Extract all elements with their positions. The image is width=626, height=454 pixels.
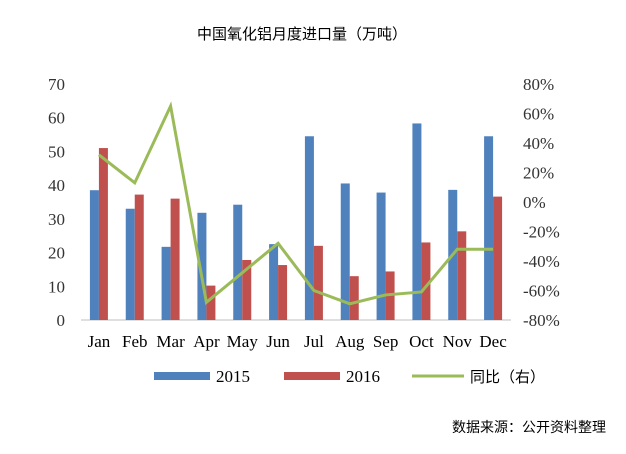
bar-2016-Jun — [278, 265, 288, 320]
category-label: Nov — [443, 332, 473, 351]
right-tick-label: 20% — [523, 164, 554, 183]
bar-2015-Dec — [484, 136, 494, 320]
category-label: Apr — [193, 332, 220, 351]
legend: 2015 2016 同比（右） — [154, 367, 545, 386]
legend-label-yoy: 同比（右） — [470, 368, 545, 386]
left-tick-label: 50 — [48, 142, 65, 161]
category-labels: Jan Feb Mar Apr May Jun Jul Aug Sep Oct Nov Dec — [88, 332, 508, 351]
right-tick-label: -80% — [523, 311, 560, 330]
bar-2015-Jun — [269, 244, 279, 320]
category-label: Dec — [479, 332, 507, 351]
category-label: Feb — [122, 332, 148, 351]
bar-2016-Aug — [349, 276, 359, 320]
bars — [89, 123, 503, 321]
right-tick-label: 40% — [523, 134, 554, 153]
legend-swatch-2016 — [284, 372, 340, 380]
bar-2015-Apr — [197, 212, 207, 320]
bar-2015-Jan — [89, 190, 99, 320]
bar-2016-Nov — [457, 231, 467, 320]
left-tick-label: 60 — [48, 109, 65, 128]
bar-2015-Feb — [125, 208, 135, 320]
left-tick-label: 20 — [48, 244, 65, 263]
right-tick-label: 0% — [523, 193, 546, 212]
left-axis-ticks: 0 10 20 30 40 50 60 70 — [48, 75, 65, 330]
right-axis-ticks: -80% -60% -40% -20% 0% 20% 40% 60% 80% — [523, 75, 560, 330]
legend-label-2016: 2016 — [346, 367, 380, 386]
bar-2016-May — [242, 259, 252, 320]
category-label: Sep — [373, 332, 399, 351]
category-label: Jun — [266, 332, 290, 351]
left-tick-label: 0 — [57, 311, 66, 330]
category-label: Aug — [335, 332, 365, 351]
bar-2015-Jul — [304, 136, 314, 320]
right-tick-label: 60% — [523, 105, 554, 124]
legend-label-2015: 2015 — [216, 367, 250, 386]
bar-2015-May — [233, 204, 243, 320]
category-label: Oct — [409, 332, 434, 351]
right-tick-label: 80% — [523, 75, 554, 94]
yoy-series-line — [97, 101, 494, 306]
source-note: 数据来源：公开资料整理 — [452, 420, 606, 436]
bar-2016-Jan — [98, 148, 108, 320]
bar-2016-Dec — [493, 196, 503, 320]
bar-2015-Mar — [161, 246, 171, 320]
bar-2015-Sep — [376, 192, 386, 320]
category-label: May — [227, 332, 259, 351]
left-tick-label: 70 — [48, 75, 65, 94]
category-label: Mar — [156, 332, 185, 351]
bar-2016-Apr — [206, 285, 216, 320]
right-tick-label: -60% — [523, 282, 560, 301]
left-tick-label: 40 — [48, 176, 65, 195]
bar-2016-Oct — [421, 242, 431, 320]
legend-swatch-2015 — [154, 372, 210, 380]
right-tick-label: -20% — [523, 223, 560, 242]
right-tick-label: -40% — [523, 252, 560, 271]
chart-title: 中国氧化铝月度进口量（万吨） — [197, 25, 407, 43]
bar-2015-Aug — [340, 183, 350, 320]
left-tick-label: 10 — [48, 277, 65, 296]
left-tick-label: 30 — [48, 210, 65, 229]
category-label: Jan — [88, 332, 111, 351]
bar-2016-Jul — [313, 245, 323, 320]
bar-2016-Mar — [170, 198, 180, 320]
bar-2015-Oct — [412, 123, 422, 321]
bar-2016-Feb — [134, 194, 144, 320]
category-label: Jul — [304, 332, 324, 351]
